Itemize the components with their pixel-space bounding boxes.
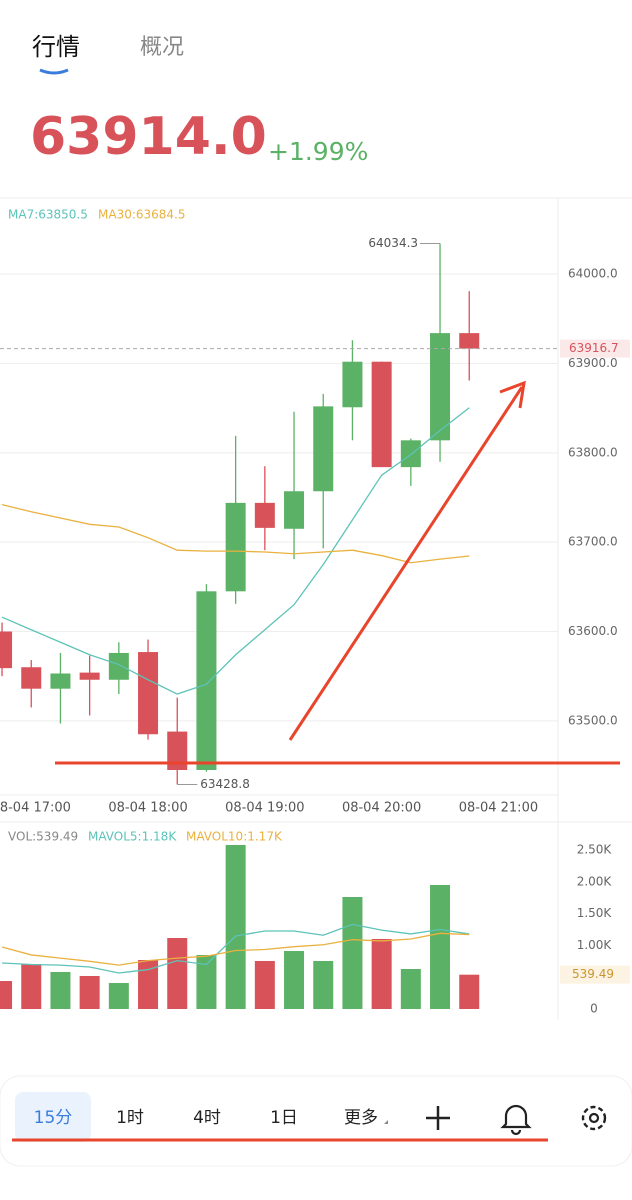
volume-bar xyxy=(400,968,421,1009)
settings-icon[interactable] xyxy=(581,1105,607,1131)
x-tick-label: 08-04 19:00 xyxy=(225,801,304,816)
high-label: 64034.3 xyxy=(368,236,418,250)
vol-legend: MAVOL5:1.18K xyxy=(88,830,177,844)
candle-body xyxy=(79,672,100,680)
y-tick-label: 63500.0 xyxy=(568,713,618,727)
volume-label: 539.49 xyxy=(572,967,614,981)
volume-bar xyxy=(430,884,451,1009)
volume-bar xyxy=(371,938,392,1009)
x-tick-label: 08-04 18:00 xyxy=(108,801,187,816)
moving-average xyxy=(1,932,470,966)
volume-bar xyxy=(225,844,246,1009)
y-tick-label: 63800.0 xyxy=(568,445,618,459)
last-price-tag xyxy=(560,339,630,358)
candle-body xyxy=(50,673,71,689)
candle-body xyxy=(284,491,305,529)
candle-body xyxy=(313,406,334,492)
volume-bar xyxy=(79,975,100,1009)
candle-body xyxy=(138,652,159,735)
y-tick-label: 1.00K xyxy=(577,938,613,952)
ma-legend: MA7:63850.5 xyxy=(8,208,88,222)
volume-bar xyxy=(138,960,159,1009)
moving-average xyxy=(1,407,470,695)
volume-bar xyxy=(254,960,275,1009)
price-change: +1.99% xyxy=(268,137,368,166)
tab-active[interactable]: 行情 xyxy=(32,33,80,61)
vol-legend: MAVOL10:1.17K xyxy=(186,830,283,844)
candle-body xyxy=(430,333,451,441)
gear xyxy=(581,1105,607,1131)
last-price: 63914.0 xyxy=(30,107,267,167)
alert-icon[interactable] xyxy=(500,1104,532,1136)
volume-bar xyxy=(459,974,480,1009)
volume-bar xyxy=(50,971,71,1009)
ma-legend: MA30:63684.5 xyxy=(98,208,186,222)
y-tick-label: 0 xyxy=(590,1002,598,1016)
volume-bar xyxy=(196,954,217,1009)
volume-bar xyxy=(342,896,363,1009)
annotation-arrowhead xyxy=(499,380,526,409)
candle-body xyxy=(371,361,392,468)
gear-hub xyxy=(588,1112,600,1124)
interval-button[interactable]: 4时 xyxy=(193,1108,221,1128)
candle-body xyxy=(459,333,480,349)
tab[interactable]: 概况 xyxy=(140,35,184,60)
y-tick-label: 64000.0 xyxy=(568,267,618,281)
moving-average xyxy=(2,923,470,974)
toolbar xyxy=(0,1075,632,1167)
volume-bar xyxy=(284,950,305,1009)
low-label: 63428.8 xyxy=(200,777,250,791)
candle-body xyxy=(196,591,217,770)
x-tick-label: 08-04 21:00 xyxy=(459,801,538,816)
y-tick-label: 63600.0 xyxy=(568,624,618,638)
volume-bar xyxy=(167,938,188,1009)
moving-average xyxy=(1,504,470,564)
candle-body xyxy=(225,502,246,592)
x-tick-label: 08-04 17:00 xyxy=(0,801,71,816)
annotation-arrow xyxy=(288,386,524,741)
y-tick-label: 2.00K xyxy=(577,874,613,888)
y-tick-label: 63900.0 xyxy=(568,356,618,370)
candle-body xyxy=(108,652,129,680)
y-tick-label: 63700.0 xyxy=(568,535,618,549)
candle-body xyxy=(254,502,275,528)
volume-bar xyxy=(0,981,13,1009)
toolbar-selected xyxy=(15,1092,91,1142)
volume-bar xyxy=(313,960,334,1009)
interval-button[interactable]: 1时 xyxy=(116,1108,144,1128)
y-tick-label: 1.50K xyxy=(577,906,613,920)
more-button[interactable]: 更多 xyxy=(344,1108,378,1128)
dropdown-mark xyxy=(384,1120,388,1124)
add-icon[interactable] xyxy=(426,1106,450,1130)
volume-tag xyxy=(560,965,630,984)
vol-legend: VOL:539.49 xyxy=(8,830,78,844)
volume-bar xyxy=(108,982,129,1009)
tab-indicator xyxy=(39,68,69,75)
x-tick-label: 08-04 20:00 xyxy=(342,801,421,816)
candle-body xyxy=(21,667,42,689)
candle-body xyxy=(167,731,188,770)
y-tick-label: 2.50K xyxy=(577,842,613,856)
candle-body xyxy=(0,631,13,669)
candle-body xyxy=(342,361,363,408)
interval-button[interactable]: 15分 xyxy=(34,1108,73,1128)
candle-body xyxy=(400,440,421,468)
volume-bar xyxy=(21,963,42,1009)
last-price-label: 63916.7 xyxy=(569,341,619,355)
interval-button[interactable]: 1日 xyxy=(270,1108,298,1128)
